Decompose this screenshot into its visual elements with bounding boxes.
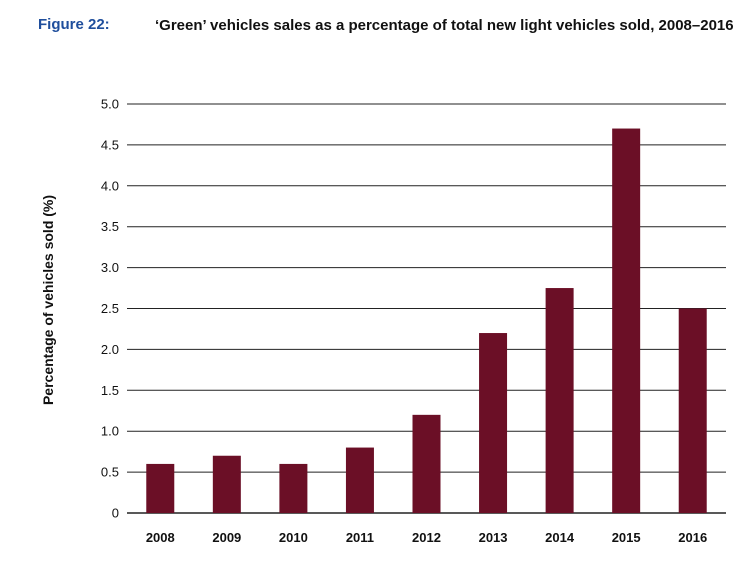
y-tick-label: 0.5: [101, 465, 119, 480]
y-tick-label: 5.0: [101, 97, 119, 112]
bar-2014: [545, 288, 574, 513]
bar-2013: [479, 333, 508, 513]
x-tick-label: 2015: [612, 530, 641, 545]
bar-2015: [612, 128, 641, 514]
y-tick-label: 3.0: [101, 260, 119, 275]
y-tick-labels: 0 0.5 1.0 1.5 2.0 2.5 3.0 3.5 4.0 4.5 5.0: [101, 97, 119, 521]
x-tick-label: 2016: [678, 530, 707, 545]
x-tick-label: 2012: [412, 530, 441, 545]
y-tick-label: 1.0: [101, 424, 119, 439]
x-tick-label: 2008: [146, 530, 175, 545]
y-tick-label: 4.0: [101, 178, 119, 193]
y-tick-label: 2.5: [101, 301, 119, 316]
x-tick-labels: 2008 2009 2010 2011 2012 2013 2014 2015 2016: [146, 530, 707, 545]
x-tick-label: 2011: [346, 530, 374, 545]
y-tick-label: 3.5: [101, 219, 119, 234]
y-tick-label: 0: [112, 506, 119, 521]
bar-2011: [345, 447, 374, 513]
y-tick-label: 4.5: [101, 137, 119, 152]
x-tick-label: 2009: [212, 530, 241, 545]
bar-2008: [146, 463, 175, 513]
y-tick-label: 2.0: [101, 342, 119, 357]
bar-2012: [412, 414, 441, 513]
bar-2009: [212, 455, 241, 513]
bars: [146, 128, 707, 514]
bar-2010: [279, 463, 308, 513]
x-tick-label: 2010: [279, 530, 308, 545]
figure-label: Figure 22:: [38, 16, 110, 33]
x-tick-label: 2013: [479, 530, 508, 545]
y-tick-label: 1.5: [101, 383, 119, 398]
x-tick-label: 2014: [545, 530, 575, 545]
figure-title: ‘Green’ vehicles sales as a percentage o…: [155, 17, 734, 34]
bar-2016: [678, 308, 707, 513]
